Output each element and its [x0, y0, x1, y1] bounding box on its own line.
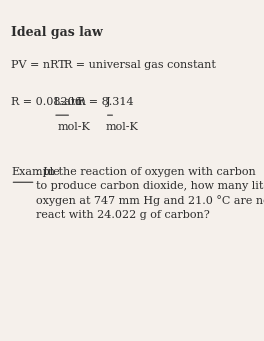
Text: R = universal gas constant: R = universal gas constant: [64, 60, 216, 70]
Text: L-atm: L-atm: [54, 97, 87, 107]
Text: Ideal gas law: Ideal gas law: [11, 26, 103, 39]
Text: : In the reaction of oxygen with carbon
to produce carbon dioxide, how many lite: : In the reaction of oxygen with carbon …: [36, 167, 264, 221]
Text: R = 0.08206: R = 0.08206: [11, 97, 86, 107]
Text: PV = nRT: PV = nRT: [11, 60, 66, 70]
Text: mol-K: mol-K: [105, 122, 138, 132]
Text: mol-K: mol-K: [57, 122, 90, 132]
Text: Example: Example: [11, 167, 60, 177]
Text: J: J: [105, 97, 110, 107]
Text: R = 8.314: R = 8.314: [77, 97, 137, 107]
